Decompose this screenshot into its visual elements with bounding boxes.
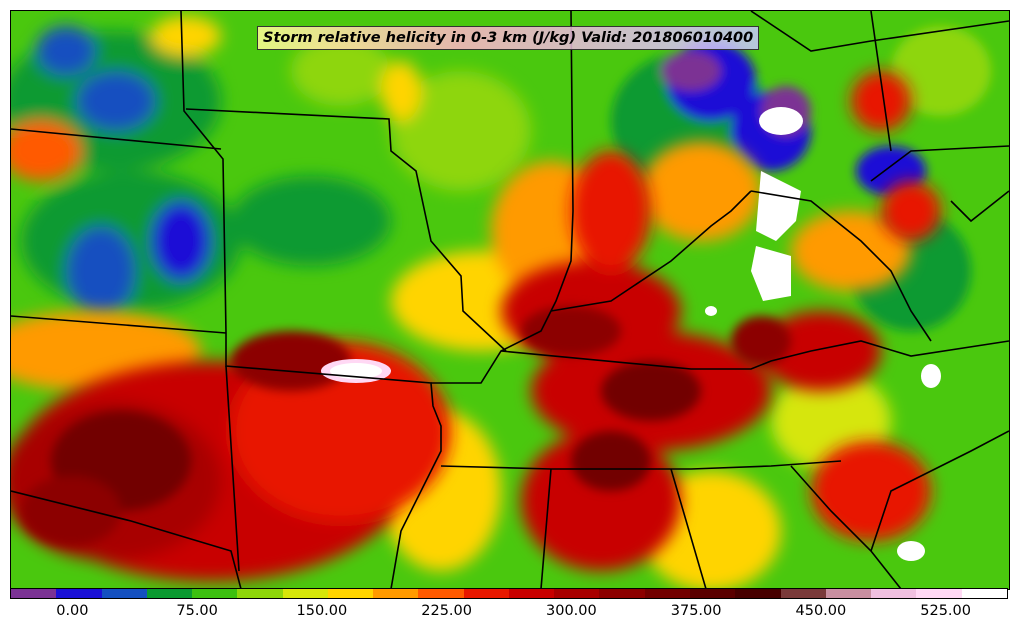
colorbar-segment <box>418 589 464 598</box>
colorbar-segment <box>871 589 917 598</box>
colorbar-segment <box>282 589 328 598</box>
colorbar-segment <box>644 589 690 598</box>
map-title: Storm relative helicity in 0-3 km (J/kg)… <box>257 26 760 50</box>
colorbar-segment <box>825 589 872 598</box>
colorbar-segment <box>237 589 283 598</box>
colorbar-segment <box>689 589 736 598</box>
colorbar-tick-label: 375.00 <box>670 603 722 619</box>
colorbar-segment <box>192 589 238 598</box>
colorbar-segment <box>463 589 509 598</box>
colorbar-segment <box>11 589 57 598</box>
colorbar-segment <box>146 589 193 598</box>
colorbar-segment <box>373 589 419 598</box>
colorbar-tick-label: 150.00 <box>296 603 348 619</box>
field-extreme-helicity <box>321 107 941 561</box>
colorbar-labels: 0.00 75.00 150.00 225.00 300.00 375.00 450.00 5… <box>10 603 1008 623</box>
helicity-map: Storm relative helicity in 0-3 km (J/kg)… <box>10 10 1010 590</box>
colorbar-segment <box>780 589 826 598</box>
colorbar-tick-label: 225.00 <box>421 603 472 619</box>
field-low-helicity-west <box>11 16 531 316</box>
colorbar-tick-label: 0.00 <box>56 603 89 619</box>
colorbar-segment <box>916 589 962 598</box>
colorbar-segment <box>508 589 555 598</box>
colorbar-tick-label: 525.00 <box>920 603 971 619</box>
colorbar-tick-label: 300.00 <box>546 603 597 619</box>
helicity-field-svg <box>11 11 1009 589</box>
state-boundaries <box>11 11 1009 589</box>
colorbar-segment <box>961 589 1007 598</box>
colorbar-tick-label: 75.00 <box>176 603 218 619</box>
colorbar-segment <box>554 589 600 598</box>
colorbar-segment <box>56 589 102 598</box>
field-peak-helicity <box>21 306 791 546</box>
colorbar-segment <box>599 589 645 598</box>
colorbar-segment <box>735 589 781 598</box>
colorbar-segment <box>101 589 147 598</box>
colorbar-segment <box>327 589 374 598</box>
colorbar <box>10 588 1008 599</box>
colorbar-tick-label: 450.00 <box>795 603 847 619</box>
